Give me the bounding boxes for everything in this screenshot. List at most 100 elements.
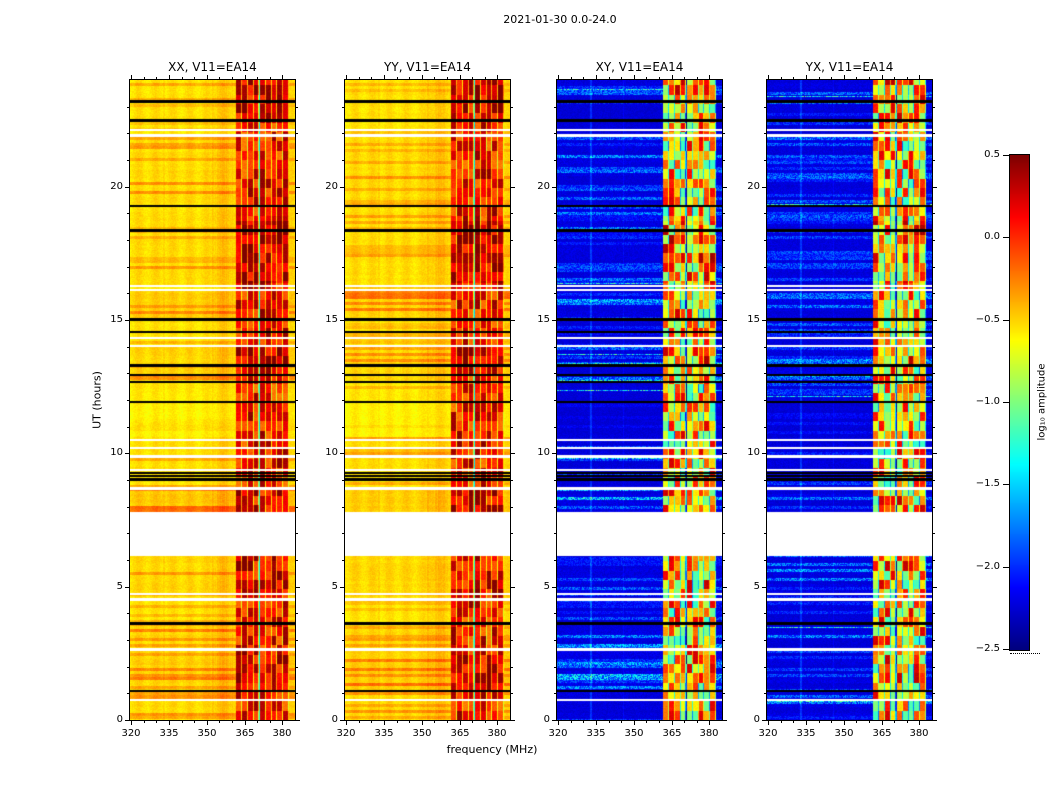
panel-title-xy: XY, V11=EA14	[595, 60, 684, 74]
x-minor-tick	[397, 77, 398, 79]
y-minor-tick	[933, 347, 935, 348]
y-minor-tick	[511, 640, 513, 641]
y-major-tick	[511, 720, 515, 721]
x-major-tick	[207, 75, 208, 79]
y-minor-tick	[127, 427, 129, 428]
x-minor-tick	[485, 77, 486, 79]
x-major-tick	[282, 75, 283, 79]
y-minor-tick	[296, 133, 298, 134]
x-major-tick	[709, 721, 710, 725]
y-minor-tick	[933, 693, 935, 694]
x-tick-label: 320	[548, 728, 568, 739]
x-minor-tick	[434, 721, 435, 723]
x-minor-tick	[571, 77, 572, 79]
x-tick-label: 380	[909, 728, 929, 739]
panel-title-yx: YX, V11=EA14	[805, 60, 894, 74]
y-minor-tick	[723, 640, 725, 641]
y-major-tick	[933, 187, 937, 188]
y-minor-tick	[723, 267, 725, 268]
y-tick-label: 15	[325, 314, 338, 325]
x-minor-tick	[697, 721, 698, 723]
y-minor-tick	[511, 213, 513, 214]
y-minor-tick	[764, 613, 766, 614]
y-minor-tick	[511, 373, 513, 374]
y-minor-tick	[933, 160, 935, 161]
x-minor-tick	[182, 721, 183, 723]
y-minor-tick	[342, 267, 344, 268]
y-minor-tick	[127, 347, 129, 348]
x-tick-label: 365	[872, 728, 892, 739]
y-minor-tick	[764, 507, 766, 508]
x-minor-tick	[684, 721, 685, 723]
heatmap-yy	[344, 79, 511, 721]
y-minor-tick	[127, 160, 129, 161]
y-minor-tick	[764, 240, 766, 241]
x-minor-tick	[359, 77, 360, 79]
x-minor-tick	[434, 77, 435, 79]
x-tick-label: 335	[586, 728, 606, 739]
heatmap-xy	[556, 79, 723, 721]
x-minor-tick	[869, 721, 870, 723]
y-minor-tick	[296, 427, 298, 428]
panel-title-xx: XX, V11=EA14	[168, 60, 257, 74]
x-major-tick	[558, 721, 559, 725]
x-major-tick	[882, 75, 883, 79]
y-major-tick	[125, 720, 129, 721]
x-major-tick	[460, 721, 461, 725]
y-minor-tick	[296, 213, 298, 214]
y-minor-tick	[342, 107, 344, 108]
heatmap-xx	[129, 79, 296, 721]
colorbar-tick	[1003, 402, 1009, 403]
y-minor-tick	[933, 613, 935, 614]
x-major-tick	[346, 75, 347, 79]
y-major-tick	[762, 453, 766, 454]
x-minor-tick	[819, 77, 820, 79]
x-major-tick	[346, 721, 347, 725]
x-minor-tick	[219, 721, 220, 723]
x-major-tick	[709, 75, 710, 79]
x-tick-label: 335	[796, 728, 816, 739]
x-major-tick	[919, 75, 920, 79]
y-tick-label: 20	[747, 181, 760, 192]
y-minor-tick	[127, 507, 129, 508]
x-major-tick	[245, 721, 246, 725]
y-minor-tick	[296, 160, 298, 161]
y-minor-tick	[342, 240, 344, 241]
y-major-tick	[723, 587, 727, 588]
x-minor-tick	[371, 721, 372, 723]
x-minor-tick	[219, 77, 220, 79]
y-major-tick	[511, 320, 515, 321]
y-minor-tick	[554, 507, 556, 508]
x-minor-tick	[869, 77, 870, 79]
y-minor-tick	[723, 507, 725, 508]
y-minor-tick	[554, 213, 556, 214]
y-minor-tick	[554, 160, 556, 161]
y-minor-tick	[342, 427, 344, 428]
colorbar-tick-label: −2.0	[975, 561, 1000, 572]
colorbar-tick	[1003, 155, 1009, 156]
colorbar-tick	[1003, 484, 1009, 485]
x-minor-tick	[907, 721, 908, 723]
y-major-tick	[552, 453, 556, 454]
y-minor-tick	[342, 693, 344, 694]
x-major-tick	[882, 721, 883, 725]
x-tick-label: 350	[197, 728, 217, 739]
x-minor-tick	[182, 77, 183, 79]
y-major-tick	[296, 453, 300, 454]
x-minor-tick	[646, 721, 647, 723]
x-tick-label: 320	[758, 728, 778, 739]
y-minor-tick	[342, 667, 344, 668]
y-minor-tick	[764, 533, 766, 534]
y-tick-label: 0	[116, 714, 123, 725]
y-minor-tick	[511, 507, 513, 508]
y-minor-tick	[127, 373, 129, 374]
y-minor-tick	[511, 693, 513, 694]
x-major-tick	[422, 75, 423, 79]
y-minor-tick	[933, 533, 935, 534]
x-minor-tick	[819, 721, 820, 723]
y-minor-tick	[296, 533, 298, 534]
x-major-tick	[919, 721, 920, 725]
y-tick-label: 5	[331, 581, 338, 592]
y-minor-tick	[296, 693, 298, 694]
y-minor-tick	[933, 107, 935, 108]
